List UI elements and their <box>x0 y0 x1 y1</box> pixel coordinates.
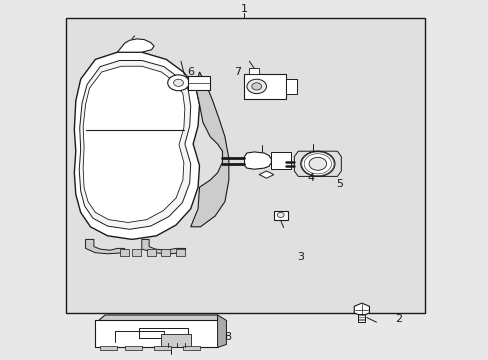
Bar <box>161 249 170 256</box>
Bar <box>249 68 259 74</box>
Circle shape <box>300 151 334 176</box>
Circle shape <box>167 75 189 91</box>
Bar <box>132 249 141 256</box>
Bar <box>183 346 200 350</box>
Polygon shape <box>85 239 124 254</box>
Text: 8: 8 <box>224 332 230 342</box>
Bar <box>271 152 290 169</box>
Text: 7: 7 <box>233 67 240 77</box>
Bar <box>154 346 171 350</box>
Bar <box>273 211 287 220</box>
Circle shape <box>251 83 261 90</box>
Polygon shape <box>95 315 217 323</box>
Bar <box>120 249 128 256</box>
Bar <box>66 18 425 313</box>
Bar <box>176 249 184 256</box>
Bar <box>161 334 190 347</box>
Bar <box>285 79 296 94</box>
Bar <box>358 314 365 322</box>
Text: 4: 4 <box>306 173 313 183</box>
Polygon shape <box>74 52 199 239</box>
Polygon shape <box>79 60 190 229</box>
Polygon shape <box>259 171 273 178</box>
Bar <box>244 74 285 99</box>
Bar <box>146 249 155 256</box>
Text: 5: 5 <box>336 179 343 189</box>
Circle shape <box>308 157 326 170</box>
Circle shape <box>277 212 284 217</box>
Bar <box>100 346 117 350</box>
Polygon shape <box>217 315 226 347</box>
Bar <box>188 76 210 90</box>
Text: 3: 3 <box>297 252 304 262</box>
Polygon shape <box>244 152 271 169</box>
Polygon shape <box>142 239 185 254</box>
Text: 1: 1 <box>241 4 247 14</box>
Circle shape <box>246 79 266 94</box>
Polygon shape <box>353 303 369 316</box>
Polygon shape <box>83 66 184 222</box>
Text: 2: 2 <box>394 314 401 324</box>
Polygon shape <box>190 72 228 227</box>
Bar <box>95 320 217 347</box>
Text: 6: 6 <box>187 67 194 77</box>
Circle shape <box>173 79 183 86</box>
Bar <box>124 346 142 350</box>
Polygon shape <box>117 39 154 52</box>
